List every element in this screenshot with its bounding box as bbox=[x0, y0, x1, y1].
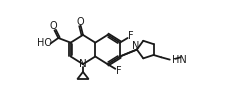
Text: O: O bbox=[50, 21, 57, 32]
Text: N: N bbox=[131, 41, 138, 51]
Text: HN: HN bbox=[171, 55, 186, 65]
Text: F: F bbox=[115, 66, 121, 76]
Text: O: O bbox=[76, 17, 84, 27]
Text: HO: HO bbox=[37, 38, 52, 48]
Text: N: N bbox=[79, 59, 86, 69]
Text: F: F bbox=[127, 31, 133, 41]
